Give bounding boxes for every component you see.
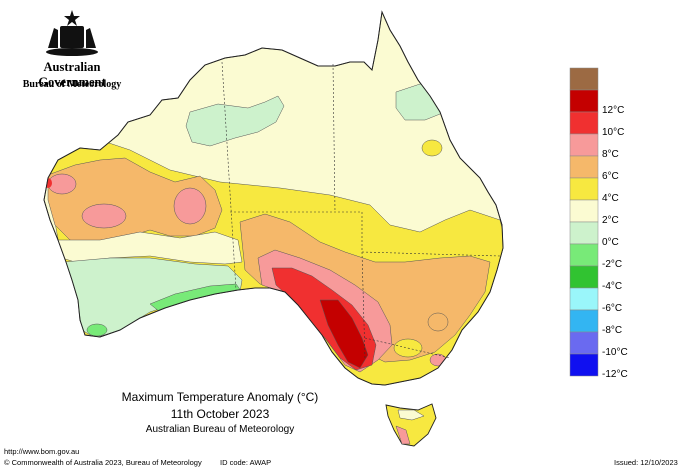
footer-copyright: © Commonwealth of Australia 2023, Bureau… [4, 458, 202, 467]
legend-swatch [569, 67, 599, 91]
legend-swatch [569, 265, 599, 289]
zone-10-12 [319, 299, 369, 369]
border-nsw-vic [364, 337, 451, 359]
legend-swatch [569, 177, 599, 201]
legend-swatch [569, 133, 599, 157]
legend-swatch [569, 309, 599, 333]
legend-swatch [569, 111, 599, 135]
legend-label: -6°C [602, 303, 623, 314]
footer-url[interactable]: http://www.bom.gov.au [4, 447, 80, 456]
zone-minus2-0-north [185, 95, 285, 147]
legend-label: -2°C [602, 259, 623, 270]
border-nt-qld [332, 63, 336, 213]
legend-swatch [569, 243, 599, 267]
legend-label: 2°C [602, 215, 619, 226]
zone-6-8-blob-2 [173, 187, 207, 225]
tasmania-shape [385, 403, 437, 447]
legend-label: -12°C [602, 369, 628, 380]
legend-swatch [569, 221, 599, 245]
legend-label: 12°C [602, 105, 625, 116]
zone-6-8-blob-3 [47, 173, 77, 195]
legend-swatch [569, 353, 599, 377]
legend-label: 6°C [602, 171, 619, 182]
bureau-name: Bureau of Meteorology [22, 79, 122, 90]
legend-swatch [569, 331, 599, 355]
zone-2-4-blob-1 [421, 139, 443, 157]
legend-label: -10°C [602, 347, 628, 358]
border-qld-nsw [361, 251, 501, 257]
legend-label: 4°C [602, 193, 619, 204]
legend-swatch [569, 287, 599, 311]
mainland-outline [43, 10, 504, 386]
legend-label: -4°C [602, 281, 623, 292]
legend-label: -8°C [602, 325, 623, 336]
footer-id-code: ID code: AWAP [220, 458, 272, 467]
state-borders [221, 61, 501, 361]
map-date: 11th October 2023 [170, 407, 270, 421]
legend-swatch [569, 89, 599, 113]
legend-swatch [569, 155, 599, 179]
tasmania-pink [395, 425, 411, 445]
footer-issued: Issued: 12/10/2023 [614, 458, 678, 467]
legend-label: 8°C [602, 149, 619, 160]
zone-4-6-blob-east [427, 312, 449, 332]
legend-label: 10°C [602, 127, 625, 138]
government-name: Australian Government [38, 60, 106, 89]
australia-landmass [43, 10, 504, 386]
map-source: Australian Bureau of Meteorology [145, 424, 295, 435]
coat-of-arms-logo [8, 8, 136, 98]
zone-minus2-0-east [395, 83, 447, 121]
tasmania-pale [397, 409, 425, 421]
zone-6-8-blob-1 [81, 203, 127, 229]
legend-bar [569, 67, 599, 377]
legend-swatch [569, 199, 599, 223]
tasmania [385, 403, 437, 447]
map-title: Maximum Temperature Anomaly (°C) [121, 390, 319, 404]
zone-minus4-minus2-blob [86, 323, 108, 337]
legend-label: 0°C [602, 237, 619, 248]
